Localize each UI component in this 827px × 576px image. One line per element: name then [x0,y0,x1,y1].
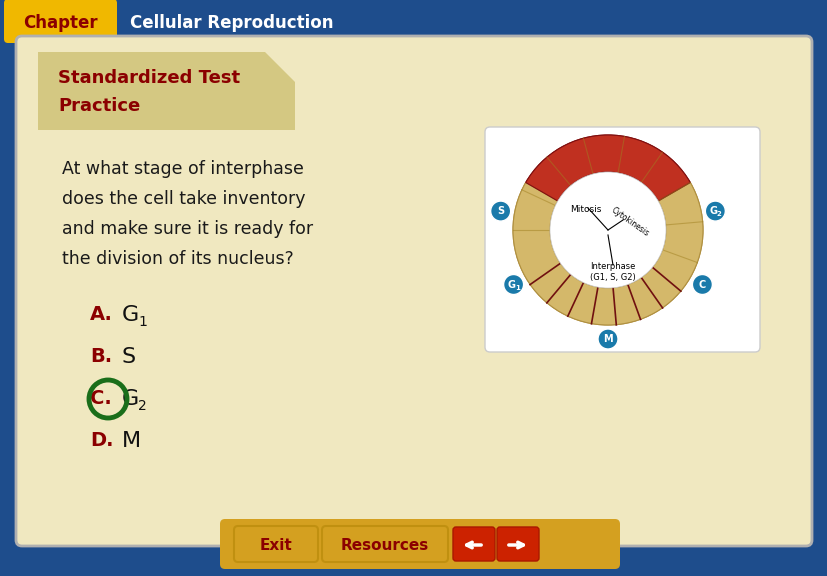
Text: At what stage of interphase: At what stage of interphase [62,160,304,178]
Text: G: G [709,206,716,216]
Wedge shape [513,183,702,325]
Circle shape [549,172,665,288]
Wedge shape [513,183,702,325]
Text: Exit: Exit [260,537,292,552]
Circle shape [490,201,510,221]
Text: C: C [698,279,705,290]
Text: S: S [122,347,136,367]
Text: C: C [698,279,705,290]
Text: Cytokinesis: Cytokinesis [609,206,650,238]
Text: G: G [507,279,515,290]
Circle shape [705,201,724,221]
Text: D.: D. [90,431,113,450]
Text: G: G [709,206,716,216]
Text: M: M [122,431,141,451]
Text: Practice: Practice [58,97,140,115]
FancyBboxPatch shape [4,0,117,43]
Text: B.: B. [90,347,112,366]
Text: G: G [122,305,139,325]
Text: A.: A. [90,305,112,324]
Circle shape [503,275,523,294]
Text: Interphase
(G1, S, G2): Interphase (G1, S, G2) [590,262,635,282]
Text: M: M [602,334,612,344]
FancyBboxPatch shape [485,127,759,352]
Text: S: S [496,206,504,216]
Text: Mitosis: Mitosis [570,206,601,214]
Text: Chapter: Chapter [22,14,98,32]
Text: and make sure it is ready for: and make sure it is ready for [62,220,313,238]
FancyBboxPatch shape [452,527,495,561]
Text: G: G [122,389,139,409]
Text: Resources: Resources [341,537,428,552]
Text: G: G [507,279,515,290]
Text: S: S [496,206,504,216]
Text: C.: C. [90,389,112,408]
FancyBboxPatch shape [234,526,318,562]
Text: Mitosis: Mitosis [570,206,601,214]
Text: 2: 2 [716,211,721,217]
Text: does the cell take inventory: does the cell take inventory [62,190,305,208]
Text: 1: 1 [514,285,519,290]
Circle shape [705,201,724,221]
Text: the division of its nucleus?: the division of its nucleus? [62,250,294,268]
Text: Interphase
(G1, S, G2): Interphase (G1, S, G2) [590,262,635,282]
Text: Cytokinesis: Cytokinesis [609,206,650,238]
Text: 1: 1 [138,315,146,329]
Text: 1: 1 [514,285,519,290]
Text: Standardized Test: Standardized Test [58,69,240,87]
Polygon shape [38,52,294,130]
Text: Cellular Reproduction: Cellular Reproduction [130,14,333,32]
Text: 2: 2 [716,211,721,217]
Circle shape [490,201,510,221]
Circle shape [691,275,711,294]
FancyBboxPatch shape [220,519,619,569]
FancyBboxPatch shape [322,526,447,562]
Circle shape [597,329,617,349]
Circle shape [549,172,665,288]
FancyBboxPatch shape [496,527,538,561]
Circle shape [503,275,523,294]
FancyBboxPatch shape [16,36,811,546]
Text: 2: 2 [138,399,146,413]
Wedge shape [525,135,690,201]
Text: M: M [602,334,612,344]
Circle shape [691,275,711,294]
FancyBboxPatch shape [0,0,827,45]
Circle shape [597,329,617,349]
Wedge shape [525,135,690,201]
